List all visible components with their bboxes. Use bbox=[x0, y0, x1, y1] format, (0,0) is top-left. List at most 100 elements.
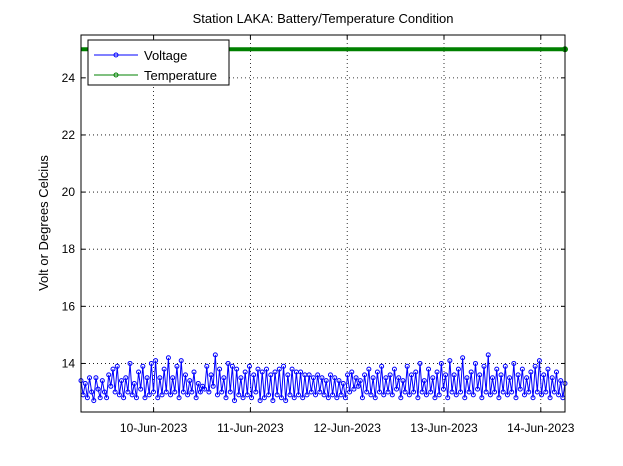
data-point bbox=[389, 392, 395, 398]
x-tick-label: 11-Jun-2023 bbox=[217, 421, 284, 435]
data-point bbox=[257, 398, 263, 404]
data-point bbox=[114, 363, 120, 369]
data-point bbox=[172, 389, 178, 395]
y-tick-label: 22 bbox=[62, 128, 76, 142]
data-point bbox=[556, 392, 562, 398]
data-point bbox=[498, 372, 504, 378]
data-point bbox=[432, 395, 438, 401]
data-point bbox=[223, 395, 229, 401]
data-point bbox=[511, 360, 517, 366]
data-point bbox=[345, 372, 351, 378]
data-point bbox=[251, 372, 257, 378]
data-point bbox=[157, 375, 163, 381]
data-point bbox=[259, 369, 265, 375]
data-point bbox=[445, 395, 451, 401]
data-point bbox=[214, 392, 220, 398]
data-point bbox=[270, 398, 276, 404]
data-point bbox=[82, 380, 88, 386]
data-point bbox=[507, 375, 513, 381]
legend-label: Voltage bbox=[144, 48, 187, 63]
data-point bbox=[383, 375, 389, 381]
data-point bbox=[494, 366, 500, 372]
data-point bbox=[140, 363, 146, 369]
data-point bbox=[136, 369, 142, 375]
data-point bbox=[492, 389, 498, 395]
data-point bbox=[385, 389, 391, 395]
data-point bbox=[87, 375, 93, 381]
data-point bbox=[400, 378, 406, 384]
data-point bbox=[272, 369, 278, 375]
data-point bbox=[159, 392, 165, 398]
data-point bbox=[225, 360, 231, 366]
data-point bbox=[229, 363, 235, 369]
data-point bbox=[319, 375, 325, 381]
data-point bbox=[428, 389, 434, 395]
data-point bbox=[133, 395, 139, 401]
data-point bbox=[528, 369, 534, 375]
data-point bbox=[381, 392, 387, 398]
data-point bbox=[475, 386, 481, 392]
data-point bbox=[168, 392, 174, 398]
data-point bbox=[364, 389, 370, 395]
data-point bbox=[536, 358, 542, 364]
data-point bbox=[509, 389, 515, 395]
data-point bbox=[104, 395, 110, 401]
data-point bbox=[253, 389, 259, 395]
data-point bbox=[472, 360, 478, 366]
data-point bbox=[287, 392, 293, 398]
x-tick-label: 13-Jun-2023 bbox=[410, 421, 478, 435]
data-point bbox=[513, 395, 519, 401]
data-point bbox=[240, 395, 246, 401]
data-point bbox=[89, 389, 95, 395]
data-point bbox=[372, 395, 378, 401]
data-point bbox=[127, 360, 133, 366]
data-point bbox=[138, 386, 144, 392]
data-point bbox=[121, 395, 127, 401]
data-point bbox=[236, 392, 242, 398]
data-point bbox=[440, 386, 446, 392]
data-point bbox=[449, 389, 455, 395]
x-tick-label: 12-Jun-2023 bbox=[314, 421, 382, 435]
data-point bbox=[547, 395, 553, 401]
data-point bbox=[119, 378, 125, 384]
data-point bbox=[148, 360, 154, 366]
data-point bbox=[150, 389, 156, 395]
series-line bbox=[80, 354, 566, 401]
data-point bbox=[204, 363, 210, 369]
data-point bbox=[434, 369, 440, 375]
data-point bbox=[295, 392, 301, 398]
data-point bbox=[125, 389, 131, 395]
data-point bbox=[408, 372, 414, 378]
data-point bbox=[351, 386, 357, 392]
data-point bbox=[534, 389, 540, 395]
data-point bbox=[453, 392, 459, 398]
data-point bbox=[379, 363, 385, 369]
data-point bbox=[464, 375, 470, 381]
data-point bbox=[99, 378, 105, 384]
data-point bbox=[285, 372, 291, 378]
legend-swatch-marker bbox=[113, 72, 119, 78]
data-point bbox=[462, 395, 468, 401]
data-point bbox=[447, 358, 453, 364]
data-point bbox=[161, 366, 167, 372]
data-point bbox=[208, 372, 214, 378]
data-point bbox=[391, 366, 397, 372]
axis-ticks: 14 16 18 20 22 24 10-Jun-2023 11-Jun-2023 12-Jun… bbox=[62, 35, 575, 435]
data-point bbox=[357, 378, 363, 384]
data-point bbox=[504, 392, 510, 398]
data-point bbox=[180, 389, 186, 395]
data-point bbox=[255, 366, 261, 372]
data-point bbox=[438, 360, 444, 366]
data-point bbox=[502, 363, 508, 369]
data-point bbox=[308, 389, 314, 395]
data-point bbox=[396, 375, 402, 381]
data-point bbox=[315, 372, 321, 378]
data-point bbox=[338, 392, 344, 398]
data-point bbox=[129, 392, 135, 398]
data-point bbox=[242, 369, 248, 375]
chart-title: Station LAKA: Battery/Temperature Condit… bbox=[193, 11, 454, 26]
data-point bbox=[349, 369, 355, 375]
y-tick-label: 24 bbox=[62, 71, 76, 85]
data-point bbox=[110, 366, 116, 372]
